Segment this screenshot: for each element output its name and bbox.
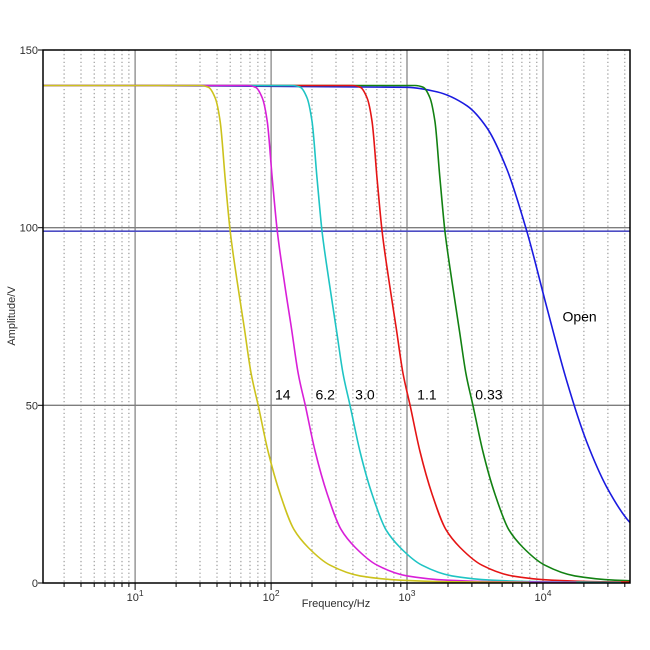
y-tick-label-100: 100 — [20, 223, 38, 235]
curve-0.33 — [43, 84, 630, 582]
curve-label-Open: Open — [562, 309, 596, 325]
y-axis-label: Amplitude/V — [6, 286, 18, 346]
x-tick-label-10e4: 104 — [535, 588, 552, 604]
y-tick-label-50: 50 — [26, 400, 38, 412]
curve-1.1 — [43, 84, 630, 583]
curve-3.0 — [43, 84, 622, 583]
x-tick-label-10e3: 103 — [399, 588, 416, 604]
x-axis-label: Frequency/Hz — [302, 598, 370, 610]
curve-14 — [43, 84, 530, 583]
plot-border — [42, 49, 631, 584]
line-layer — [43, 84, 630, 583]
curve-label-6.2: 6.2 — [315, 387, 335, 403]
y-tick-label-150: 150 — [20, 45, 38, 57]
curve-Open — [118, 84, 630, 524]
x-tick-label-10e2: 102 — [263, 588, 280, 604]
y-tick-label-0: 0 — [32, 578, 38, 590]
curve-label-0.33: 0.33 — [475, 387, 502, 403]
curve-label-3.0: 3.0 — [355, 387, 375, 403]
curve-label-1.1: 1.1 — [417, 387, 437, 403]
x-tick-label-10e1: 101 — [127, 588, 144, 604]
label-layer: Frequency/Hz Amplitude/V 0 50 100 150 101 102… — [6, 45, 597, 610]
curve-6.2 — [43, 84, 577, 583]
curve-label-14: 14 — [275, 387, 291, 403]
grid-layer — [43, 50, 630, 583]
